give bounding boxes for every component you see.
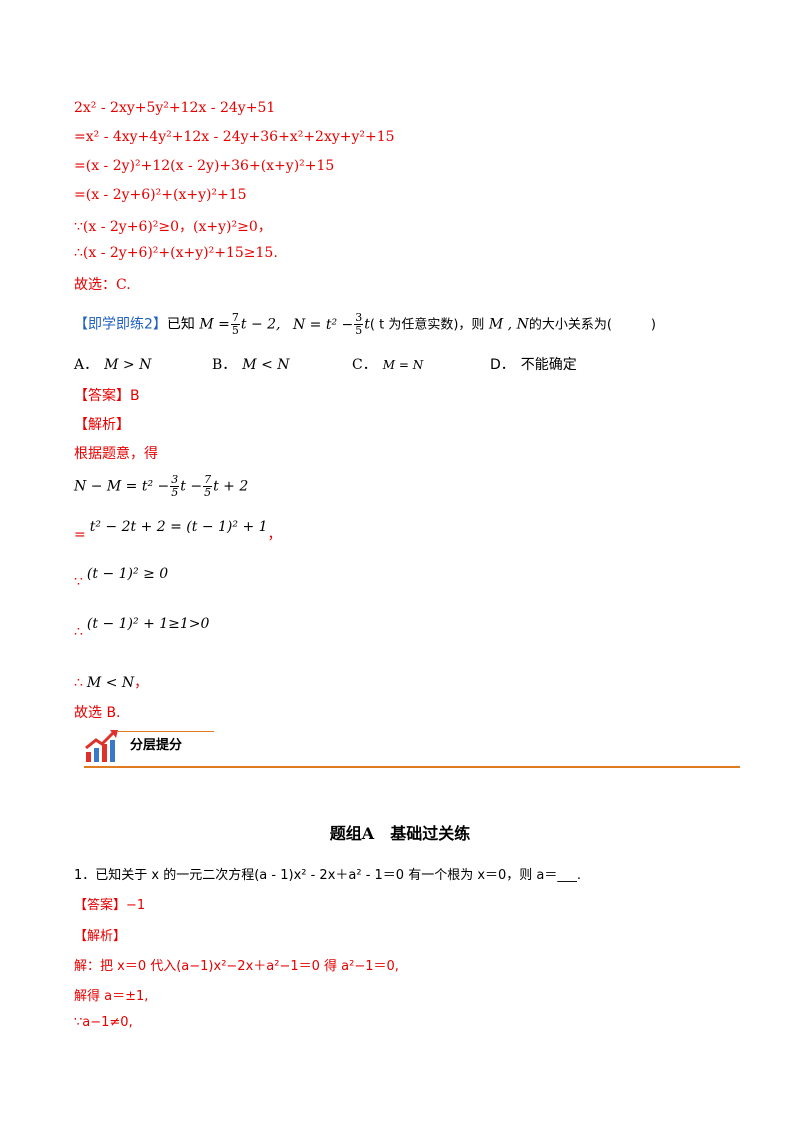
- step-2: = t² − 2t + 2 = (t − 1)² + 1，: [74, 519, 282, 543]
- chart-growth-icon: [85, 730, 118, 762]
- step-4: ∴ (t − 1)² + 1≥1>0: [74, 616, 210, 640]
- analysis-intro: 根据题意，得: [74, 446, 158, 462]
- option-b: B． M < N: [212, 357, 290, 373]
- conclusion: 故选 B.: [74, 705, 121, 721]
- q1-solution-3: ∵a−1≠0,: [74, 1015, 133, 1030]
- question-suffix: 的大小关系为( ): [528, 317, 656, 333]
- question-prefix: 已知: [166, 316, 195, 333]
- n-tail: t: [364, 316, 370, 333]
- step-5: ∴ M < N，: [74, 675, 149, 691]
- q1-analysis-label: 【解析】: [74, 929, 127, 944]
- solution-line-7: 故选：C.: [74, 277, 131, 293]
- group-title: 题组A 基础过关练: [329, 824, 471, 843]
- answer-label: 【答案】B: [74, 388, 140, 404]
- exercise-tag: 【即学即练2】: [74, 316, 167, 333]
- q1-solution-2: 解得 a＝±1,: [74, 989, 149, 1004]
- n-definition: N = t² −: [292, 316, 354, 333]
- solution-line-5: ∵(x - 2y+6)²≥0，(x+y)²≥0，: [74, 219, 272, 235]
- solution-line-1: 2x² - 2xy+5y²+12x - 24y+51: [74, 100, 276, 116]
- option-a: A． M > N: [74, 357, 152, 373]
- q1-solution-1: 解：把 x＝0 代入(a−1)x²−2x＋a²−1＝0 得 a²−1＝0,: [74, 959, 399, 974]
- solution-line-2: =x² - 4xy+4y²+12x - 24y+36+x²+2xy+y²+15: [74, 129, 395, 145]
- step-3: ∵ (t − 1)² ≥ 0: [74, 566, 169, 590]
- solution-line-4: =(x - 2y+6)²+(x+y)²+15: [74, 187, 247, 203]
- exercise-2-question: 【即学即练2】已知 M = 7 5 t − 2, N = t² −3 5 t( t 为任意…: [74, 312, 656, 337]
- m-tail: t − 2,: [240, 316, 281, 333]
- solution-line-6: ∴(x - 2y+6)²+(x+y)²+15≥15.: [74, 245, 278, 261]
- t-note: ( t 为任意实数)，则: [369, 317, 485, 333]
- solution-line-3: =(x - 2y)²+12(x - 2y)+36+(x+y)²+15: [74, 158, 335, 174]
- step-1: N − M = t² −3 5 t −7 5 t + 2: [74, 473, 249, 499]
- q1-answer: 【答案】−1: [74, 898, 146, 913]
- analysis-label: 【解析】: [74, 417, 130, 433]
- option-d: D． 不能确定: [490, 357, 577, 373]
- section-divider: [84, 766, 740, 768]
- section-top-rule: [118, 731, 214, 732]
- m-definition: M =: [199, 316, 230, 333]
- section-label: 分层提分: [130, 738, 183, 753]
- mn-symbols: M , N: [488, 316, 529, 333]
- option-c: C． M = N: [352, 357, 424, 373]
- question-1: 1．已知关于 x 的一元二次方程(a - 1)x² - 2x＋a² - 1＝0 …: [74, 868, 582, 883]
